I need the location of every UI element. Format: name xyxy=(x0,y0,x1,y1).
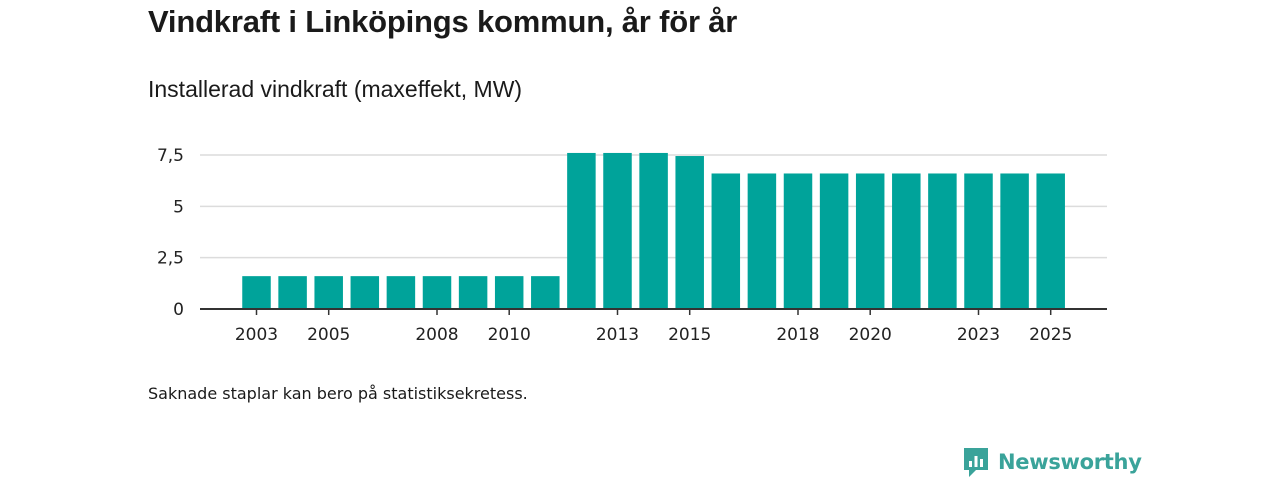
bar-2010 xyxy=(494,276,524,309)
bar-2008 xyxy=(422,276,452,309)
x-tick-label: 2025 xyxy=(1029,325,1072,345)
x-tick-label: 2005 xyxy=(307,325,350,345)
y-axis-ticks: 0 2,5 5 7,5 xyxy=(157,146,184,320)
x-tick-label: 2003 xyxy=(235,325,278,345)
bar-2024 xyxy=(1000,173,1029,309)
bars xyxy=(242,152,1065,309)
bar-2004 xyxy=(278,276,307,309)
x-tick-label: 2018 xyxy=(776,325,819,345)
bar-2020 xyxy=(855,173,885,309)
bar-2012 xyxy=(567,152,596,309)
bar-2006 xyxy=(350,276,380,309)
bar-2015 xyxy=(675,156,704,309)
x-tick-label: 2015 xyxy=(668,325,711,345)
y-tick-label: 5 xyxy=(173,197,184,217)
x-tick-label: 2023 xyxy=(957,325,1000,345)
x-axis-ticks: 2003 2005 2008 2010 2013 2015 2018 2020 2023 2025 xyxy=(235,309,1072,345)
bar-2014 xyxy=(639,152,668,309)
x-tick-label: 2020 xyxy=(849,325,892,345)
bar-2013 xyxy=(603,152,632,309)
bar-2017 xyxy=(747,173,777,309)
bar-2021 xyxy=(892,173,921,309)
bar-2009 xyxy=(458,276,488,309)
bar-2018 xyxy=(783,173,813,309)
bar-2003 xyxy=(242,276,271,309)
chart-title: Vindkraft i Linköpings kommun, år för år xyxy=(148,4,738,39)
bar-2016 xyxy=(711,173,741,309)
y-tick-label: 7,5 xyxy=(157,146,184,166)
bar-2025 xyxy=(1036,173,1065,309)
bar-2019 xyxy=(819,173,849,309)
bar-2011 xyxy=(531,276,560,309)
x-tick-label: 2008 xyxy=(415,325,458,345)
y-tick-label: 2,5 xyxy=(157,249,184,269)
brand-name: Newsworthy xyxy=(998,450,1142,474)
brand-logo[interactable]: Newsworthy xyxy=(962,446,1142,478)
bar-2023 xyxy=(964,173,993,309)
x-tick-label: 2013 xyxy=(596,325,639,345)
bar-2007 xyxy=(386,276,416,309)
bar-2005 xyxy=(314,276,343,309)
chart-subtitle: Installerad vindkraft (maxeffekt, MW) xyxy=(148,76,523,102)
y-tick-label: 0 xyxy=(173,300,184,320)
footnote: Saknade staplar kan bero på statistiksek… xyxy=(148,384,528,403)
bar-2022 xyxy=(928,173,957,309)
newsworthy-logo-icon xyxy=(964,448,988,477)
x-tick-label: 2010 xyxy=(488,325,531,345)
